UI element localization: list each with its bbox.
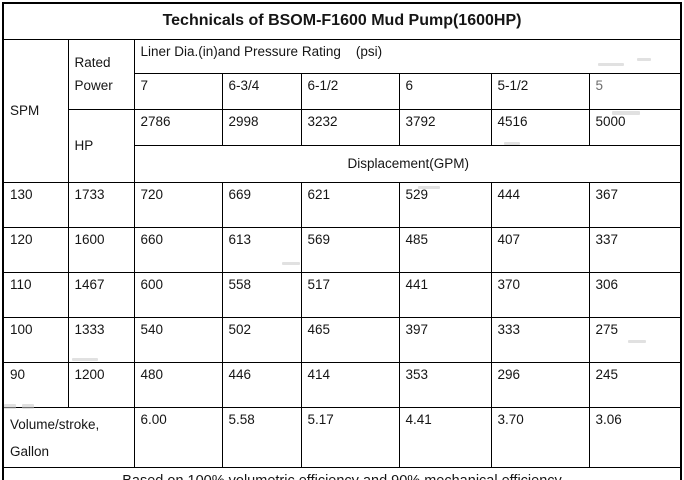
header-row-pressure: HP 2786 2998 3232 3792 4516 5000	[3, 108, 682, 183]
table-row: 130 1733 720 669 621 529 444 367	[2, 181, 682, 228]
displacement-value-cell: 669	[221, 181, 302, 228]
displacement-value-cell: 296	[490, 361, 590, 408]
displacement-value-cell: 306	[588, 271, 682, 318]
displacement-value-cell: 333	[490, 316, 590, 363]
hp-header-cell: HP	[67, 108, 135, 183]
displacement-value-cell: 353	[398, 361, 492, 408]
displacement-value-cell: 275	[588, 316, 682, 363]
liner-dia-pressure-header-cell: Liner Dia.(in)and Pressure Rating (psi)	[133, 38, 682, 74]
table-row: 100 1333 540 502 465 397 333 275	[2, 316, 682, 363]
volume-value-cell: 4.41	[398, 406, 492, 468]
title-row: Technicals of BSOM-F1600 Mud Pump(1600HP…	[2, 2, 682, 40]
spm-cell: 130	[2, 181, 69, 228]
displacement-value-cell: 540	[133, 316, 223, 363]
displacement-value-cell: 613	[221, 226, 302, 273]
spm-cell: 100	[2, 316, 69, 363]
hp-cell: 1333	[67, 316, 135, 363]
rated-power-header-cell: Rated Power	[67, 38, 135, 110]
displacement-value-cell: 441	[398, 271, 492, 318]
spm-cell: 90	[2, 361, 69, 408]
displacement-value-cell: 245	[588, 361, 682, 408]
pressure-rating-cell: 3792	[398, 108, 492, 146]
displacement-value-cell: 414	[300, 361, 400, 408]
displacement-value-cell: 337	[588, 226, 682, 273]
hp-cell: 1600	[67, 226, 135, 273]
displacement-value-cell: 485	[398, 226, 492, 273]
displacement-value-cell: 444	[490, 181, 590, 228]
displacement-value-cell: 407	[490, 226, 590, 273]
displacement-value-cell: 600	[133, 271, 223, 318]
hp-cell: 1200	[67, 361, 135, 408]
displacement-value-cell: 465	[300, 316, 400, 363]
displacement-header-cell: Displacement(GPM)	[133, 144, 682, 183]
pressure-rating-cell: 4516	[490, 108, 590, 146]
footer-row: Based on 100% volumetric efficiency and …	[2, 466, 682, 480]
spm-cell: 120	[2, 226, 69, 273]
volume-value-cell: 6.00	[133, 406, 223, 468]
volume-value-cell: 3.70	[490, 406, 590, 468]
header-row-liner: SPM Rated Power Liner Dia.(in)and Pressu…	[2, 38, 682, 183]
volume-row: Volume/stroke, Gallon 6.00 5.58 5.17 4.4…	[2, 406, 682, 468]
displacement-value-cell: 480	[133, 361, 223, 408]
footer-note: Based on 100% volumetric efficiency and …	[2, 466, 682, 480]
displacement-value-cell: 569	[300, 226, 400, 273]
header-row-sizes: 7 6-3/4 6-1/2 6 5-1/2 5	[3, 72, 682, 110]
displacement-value-cell: 720	[133, 181, 223, 228]
hp-cell: 1733	[67, 181, 135, 228]
displacement-value-cell: 529	[398, 181, 492, 228]
volume-value-cell: 5.58	[221, 406, 302, 468]
volume-value-cell: 5.17	[300, 406, 400, 468]
liner-size-cell: 7	[133, 72, 223, 110]
spm-header-cell: SPM	[2, 38, 69, 183]
pressure-rating-cell: 2998	[221, 108, 302, 146]
displacement-value-cell: 558	[221, 271, 302, 318]
displacement-value-cell: 517	[300, 271, 400, 318]
table-row: 90 1200 480 446 414 353 296 245	[2, 361, 682, 408]
liner-size-cell: 6	[398, 72, 492, 110]
displacement-value-cell: 502	[221, 316, 302, 363]
displacement-value-cell: 367	[588, 181, 682, 228]
displacement-value-cell: 446	[221, 361, 302, 408]
spm-cell: 110	[2, 271, 69, 318]
pressure-rating-cell: 5000	[588, 108, 682, 146]
displacement-value-cell: 370	[490, 271, 590, 318]
pressure-rating-cell: 3232	[300, 108, 400, 146]
liner-size-cell: 5-1/2	[490, 72, 590, 110]
displacement-value-cell: 660	[133, 226, 223, 273]
hp-cell: 1467	[67, 271, 135, 318]
table-row: 120 1600 660 613 569 485 407 337	[2, 226, 682, 273]
liner-size-cell: 6-3/4	[221, 72, 302, 110]
liner-size-cell: 5	[588, 72, 682, 110]
liner-size-cell: 6-1/2	[300, 72, 400, 110]
page-title: Technicals of BSOM-F1600 Mud Pump(1600HP…	[2, 2, 682, 40]
table-row: 110 1467 600 558 517 441 370 306	[2, 271, 682, 318]
volume-stroke-label-cell: Volume/stroke, Gallon	[2, 406, 135, 468]
header-row-displacement: Displacement(GPM)	[3, 144, 682, 183]
displacement-value-cell: 397	[398, 316, 492, 363]
pressure-rating-cell: 2786	[133, 108, 223, 146]
displacement-value-cell: 621	[300, 181, 400, 228]
volume-value-cell: 3.06	[588, 406, 682, 468]
